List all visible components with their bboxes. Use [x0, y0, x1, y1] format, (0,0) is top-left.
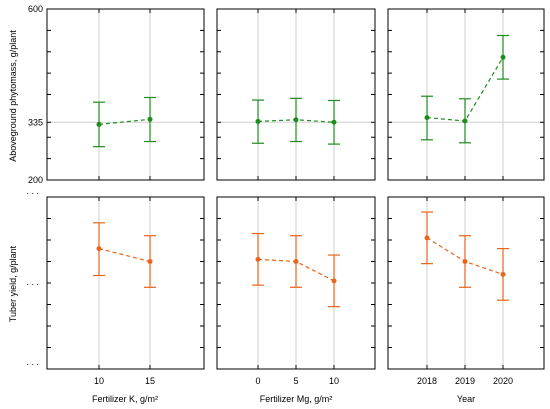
ylabel-bottom: Tuber yield, g/plant	[8, 245, 18, 322]
panel-top-middle	[216, 8, 376, 181]
plot-frame	[46, 196, 205, 370]
data-point	[293, 259, 299, 264]
panel-top-left: 200 335 600	[28, 4, 205, 185]
xlabel-bottom-middle: Fertilizer Mg, g/m²	[260, 394, 333, 404]
data-point	[147, 259, 153, 264]
data-point	[424, 115, 430, 121]
series-line	[98, 118, 151, 126]
y-tick-label: 600	[28, 4, 43, 14]
y-tick-label: 335	[28, 117, 43, 127]
x-tick-label: 10	[329, 376, 339, 386]
y-tick-label: . . .	[26, 277, 39, 287]
panel-bottom-left: . . . . . . . . . 10 15	[26, 186, 205, 386]
panel-bottom-right: 2018 2019 2020	[387, 196, 545, 386]
data-point	[500, 271, 506, 277]
panel-top-right	[387, 8, 545, 181]
data-point	[147, 116, 153, 122]
plot-frame	[387, 196, 545, 370]
y-tick-label: . . .	[26, 186, 39, 196]
ylabel-top: Aboveground phytomass, g/plant	[8, 30, 18, 162]
data-point	[331, 278, 337, 284]
data-point	[96, 246, 102, 252]
x-tick-label: 0	[255, 376, 260, 386]
data-point	[255, 118, 261, 124]
xlabel-bottom-right: Year	[457, 394, 475, 404]
x-tick-label: 15	[145, 376, 155, 386]
x-tick-label: 2020	[493, 376, 513, 386]
data-point	[331, 119, 337, 125]
data-point	[96, 121, 102, 127]
x-tick-label: 2019	[455, 376, 475, 386]
plot-frame	[387, 8, 545, 181]
plot-frame	[46, 8, 205, 181]
xlabel-bottom-left: Fertilizer K, g/m²	[92, 394, 158, 404]
series-line	[98, 248, 151, 263]
data-point	[462, 259, 468, 264]
data-point	[255, 256, 261, 262]
x-tick-label: 5	[293, 376, 298, 386]
y-tick-label: . . .	[26, 357, 39, 367]
y-tick-label: 200	[28, 175, 43, 185]
x-tick-label: 10	[94, 376, 104, 386]
data-point	[462, 118, 468, 124]
panel-bottom-middle: 0 5 10	[216, 196, 376, 386]
x-tick-label: 2018	[417, 376, 437, 386]
data-point	[293, 117, 299, 123]
data-point	[500, 54, 506, 60]
data-point	[424, 235, 430, 241]
